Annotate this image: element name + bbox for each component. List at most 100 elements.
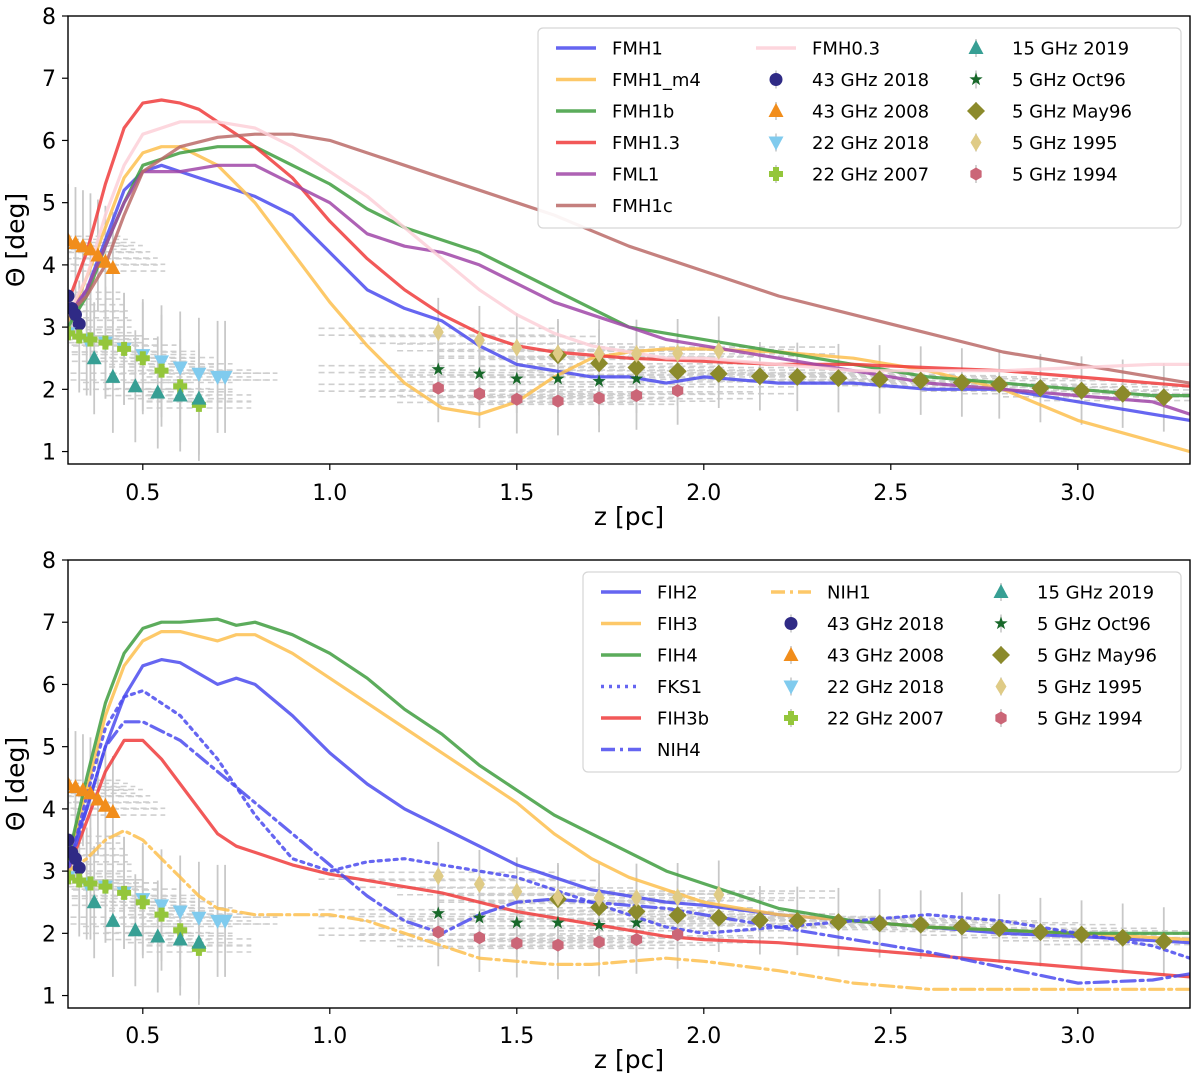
marker-5-ghz-1994 [511,392,523,406]
marker-5-ghz-1995 [511,338,523,357]
legend-label: NIH1 [827,583,871,604]
marker-5-ghz-1994 [432,381,444,395]
legend-swatch-marker [768,103,784,117]
legend-label: FKS1 [657,677,702,698]
marker-5-ghz-1994 [593,391,605,405]
marker-15-ghz-2019 [172,387,188,402]
marker-5-ghz-oct96 [431,362,445,376]
marker-22-ghz-2018 [217,914,233,929]
marker-5-ghz-may96 [1031,923,1050,942]
marker-group-22-ghz-2007 [68,326,206,412]
legend-label: FMH1 [612,39,663,60]
marker-43-ghz-2008 [105,260,121,274]
legend-swatch-marker [994,616,1008,630]
legend-item-5-ghz-may96: 5 GHz May96 [992,646,1157,667]
legend-label: 5 GHz 1994 [1012,165,1118,186]
legend-item-43-ghz-2018: 43 GHz 2018 [769,70,929,91]
legend-swatch-marker [783,647,799,661]
marker-5-ghz-may96 [870,370,889,389]
marker-5-ghz-1995 [473,875,485,894]
x-tick-label: 1.0 [312,481,347,506]
legend-item-fmh1-m4: FMH1_m4 [556,70,701,91]
marker-22-ghz-2007 [135,895,150,910]
marker-5-ghz-oct96 [629,915,644,929]
legend-label: 15 GHz 2019 [1012,39,1129,60]
y-tick-label: 6 [42,673,56,698]
chart-panel-2: 0.5 1.0 1.5 2.0 2.5 3.0 1 2 3 4 5 6 7 8 z [pc] Θ [deg] F… [1,549,1191,1074]
legend-swatch-marker [768,136,784,151]
legend-label: 5 GHz Oct96 [1012,70,1126,91]
marker-5-ghz-1994 [552,394,564,408]
legend-item-fih3b: FIH3b [601,709,709,730]
legend-item-5-ghz-1995: 5 GHz 1995 [970,133,1118,154]
series-line-fih4 [68,617,1190,935]
legend-item-22-ghz-2007: 22 GHz 2007 [769,165,929,186]
y-tick-label: 5 [42,192,56,217]
legend-item-43-ghz-2018: 43 GHz 2018 [784,614,944,635]
marker-5-ghz-oct96 [551,915,565,929]
legend-label: FMH0.3 [812,39,880,60]
legend-label: FMH1c [612,196,673,217]
marker-5-ghz-oct96 [472,910,487,924]
marker-5-ghz-1995 [473,331,485,350]
legend-item-22-ghz-2018: 22 GHz 2018 [783,677,944,698]
marker-5-ghz-may96 [788,367,807,386]
marker-22-ghz-2007 [154,363,169,378]
marker-5-ghz-may96 [590,354,609,373]
legend-label: FMH1_m4 [612,70,701,91]
marker-15-ghz-2019 [105,912,121,927]
legend-item-15-ghz-2019: 15 GHz 2019 [993,583,1154,604]
marker-5-ghz-1995 [630,344,642,363]
marker-group-43-ghz-2018 [68,289,86,331]
legend-swatch-marker [995,677,1007,696]
series-line-fmh1-3 [68,98,1190,388]
marker-5-ghz-oct96 [510,915,524,929]
y-tick-label: 8 [42,5,56,30]
marker-5-ghz-may96 [1113,928,1132,947]
legend-swatch-marker [769,167,783,181]
marker-22-ghz-2007 [83,876,98,891]
x-axis-label: z [pc] [594,502,664,531]
marker-22-ghz-2007 [98,879,113,894]
legend-item-fih2: FIH2 [601,583,698,604]
marker-5-ghz-may96 [911,915,930,934]
legend-label: 5 GHz Oct96 [1037,614,1151,635]
legend-swatch-marker [992,646,1010,664]
x-tick-label: 2.0 [686,1024,721,1049]
series-line-fmh1c [68,132,1190,385]
marker-5-ghz-may96 [952,373,971,392]
marker-5-ghz-oct96 [431,906,445,920]
marker-22-ghz-2007 [72,873,87,888]
marker-43-ghz-2008 [90,791,106,806]
legend-label: 5 GHz May96 [1037,646,1157,667]
y-tick-label: 1 [42,441,56,466]
marker-5-ghz-may96 [709,908,728,927]
marker-group-43-ghz-2018 [68,833,86,875]
x-tick-label: 2.5 [873,1024,908,1049]
marker-22-ghz-2018 [154,899,169,914]
legend-label: 5 GHz 1995 [1037,677,1143,698]
legend-swatch-marker [970,133,982,152]
marker-5-ghz-may96 [590,898,609,917]
legend-label: 5 GHz 1995 [1012,133,1118,154]
legend-label: FIH3 [657,614,698,635]
legend-item-fml1: FML1 [556,165,659,186]
marker-43-ghz-2008 [97,253,113,268]
series-line-fmh0-3 [68,120,1190,373]
legend-label: 22 GHz 2018 [827,677,944,698]
marker-5-ghz-oct96 [592,918,606,931]
marker-15-ghz-2019 [86,894,102,909]
marker-5-ghz-may96 [911,371,930,390]
y-tick-label: 1 [42,985,56,1010]
marker-group-15-ghz-2019 [86,894,207,949]
x-tick-label: 1.0 [312,1024,347,1049]
legend-item-fih4: FIH4 [601,646,698,667]
legend-item-15-ghz-2019: 15 GHz 2019 [968,39,1129,60]
marker-group-5-ghz-oct96 [431,362,644,387]
legend-label: FIH2 [657,583,698,604]
marker-22-ghz-2018 [172,905,188,920]
legend-item-fmh1: FMH1 [556,39,663,60]
legend-label: 43 GHz 2008 [827,646,944,667]
marker-22-ghz-2007 [173,923,188,938]
